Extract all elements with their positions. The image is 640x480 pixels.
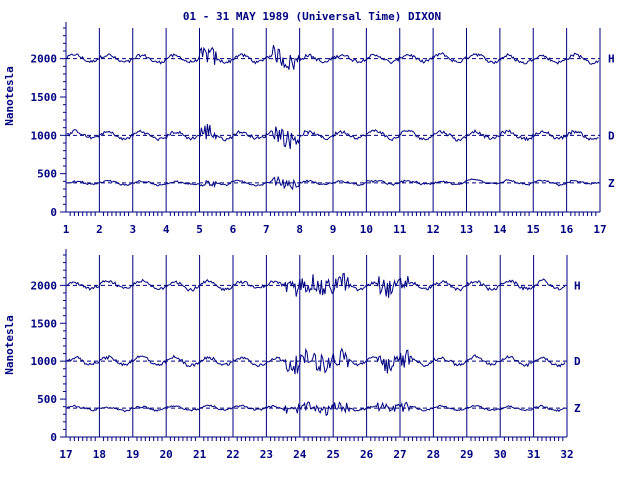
- y-axis-label-top: Nanotesla: [3, 66, 16, 126]
- x-tick-label: 24: [293, 448, 307, 461]
- trace-d: [66, 347, 566, 375]
- y-tick-label: 1000: [31, 129, 58, 142]
- y-tick-label: 1000: [31, 355, 58, 368]
- x-tick-label: 11: [393, 223, 407, 236]
- y-tick-label: 1500: [31, 91, 58, 104]
- y-tick-label: 500: [37, 393, 57, 406]
- y-tick-label: 0: [50, 206, 57, 219]
- x-tick-label: 30: [494, 448, 507, 461]
- series-label-z: Z: [608, 177, 615, 190]
- x-tick-label: 14: [493, 223, 507, 236]
- x-tick-label: 3: [129, 223, 136, 236]
- x-tick-label: 12: [427, 223, 440, 236]
- trace-d: [66, 123, 599, 150]
- x-tick-label: 29: [460, 448, 473, 461]
- x-tick-label: 25: [327, 448, 340, 461]
- trace-z: [67, 175, 599, 191]
- x-tick-label: 32: [560, 448, 573, 461]
- trace-h: [66, 45, 600, 70]
- x-tick-label: 4: [163, 223, 170, 236]
- y-tick-label: 2000: [31, 279, 58, 292]
- x-tick-label: 21: [193, 448, 207, 461]
- x-tick-label: 23: [260, 448, 273, 461]
- x-tick-label: 28: [427, 448, 440, 461]
- y-tick-label: 500: [37, 168, 57, 181]
- x-tick-label: 2: [96, 223, 103, 236]
- x-tick-label: 26: [360, 448, 374, 461]
- x-tick-label: 17: [59, 448, 72, 461]
- trace-h: [66, 272, 566, 298]
- y-tick-label: 2000: [31, 53, 58, 66]
- x-tick-label: 20: [160, 448, 173, 461]
- x-tick-label: 18: [93, 448, 106, 461]
- x-tick-label: 16: [560, 223, 574, 236]
- series-label-z: Z: [574, 402, 581, 415]
- x-tick-label: 17: [593, 223, 606, 236]
- x-tick-label: 31: [527, 448, 541, 461]
- y-tick-label: 0: [50, 431, 57, 444]
- x-tick-label: 6: [230, 223, 237, 236]
- series-label-h: H: [574, 279, 581, 292]
- x-tick-label: 13: [460, 223, 473, 236]
- trace-z: [66, 401, 566, 417]
- series-label-h: H: [608, 53, 615, 66]
- y-tick-label: 1500: [31, 317, 58, 330]
- x-tick-label: 10: [360, 223, 373, 236]
- x-tick-label: 27: [393, 448, 406, 461]
- chart-title: 01 - 31 MAY 1989 (Universal Time) DIXON: [183, 10, 441, 23]
- x-tick-label: 9: [330, 223, 337, 236]
- y-axis-label-bottom: Nanotesla: [3, 315, 16, 375]
- x-tick-label: 8: [296, 223, 303, 236]
- series-label-d: D: [608, 129, 615, 142]
- x-tick-label: 19: [126, 448, 139, 461]
- x-tick-label: 1: [63, 223, 70, 236]
- x-tick-label: 15: [527, 223, 540, 236]
- x-tick-label: 5: [196, 223, 203, 236]
- panel-bottom: 0 500 1000 1500 2000 17 18 19 20 21 22 23 24 25 26 27 28…: [31, 249, 581, 461]
- x-tick-label: 22: [226, 448, 239, 461]
- series-label-d: D: [574, 355, 581, 368]
- x-tick-label: 7: [263, 223, 270, 236]
